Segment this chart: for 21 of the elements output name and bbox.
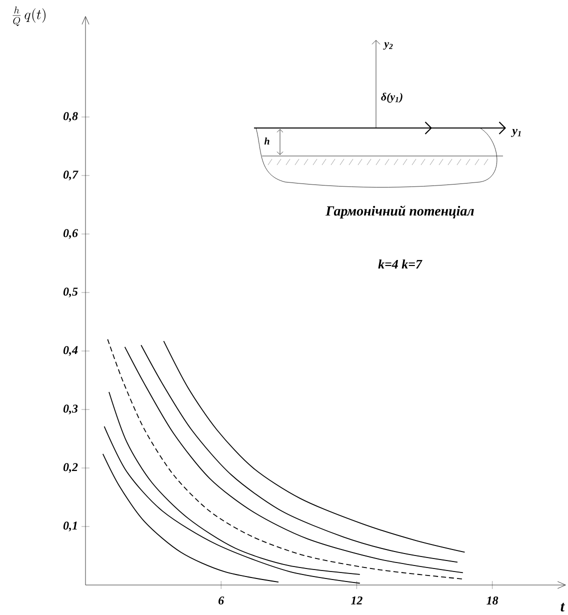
y-tick-label: 0,5 xyxy=(63,288,78,298)
x-tick-label: 18 xyxy=(486,596,498,605)
y-tick-label: 0,1 xyxy=(63,522,77,532)
y-axis-title: $\frac{h}{Q}\,q(t)$ xyxy=(12,6,46,26)
line-series xyxy=(108,392,360,575)
y-tick-label: 0,2 xyxy=(63,463,78,473)
annotation: δ(y$_{1}$) xyxy=(381,92,402,103)
x-tick-label: 12 xyxy=(351,596,362,604)
x-axis-title: t xyxy=(560,602,565,612)
annotation: h xyxy=(264,138,270,144)
y-tick-label: 0,4 xyxy=(63,346,78,356)
y-tick-label: 0,7 xyxy=(63,170,78,180)
annotation: k=4 k=7 xyxy=(378,260,422,268)
y-tick-label: 0,3 xyxy=(63,404,78,414)
y-tick-label: 0,8 xyxy=(63,112,78,122)
annotation: y$_{2}$ xyxy=(383,42,393,50)
y-tick-label: 0,6 xyxy=(63,229,78,239)
annotation: Гармонічний потенціал xyxy=(326,205,474,219)
x-tick-label: 6 xyxy=(218,596,224,605)
line-series xyxy=(102,454,279,583)
annotation: y$_{1}$ xyxy=(511,128,521,138)
